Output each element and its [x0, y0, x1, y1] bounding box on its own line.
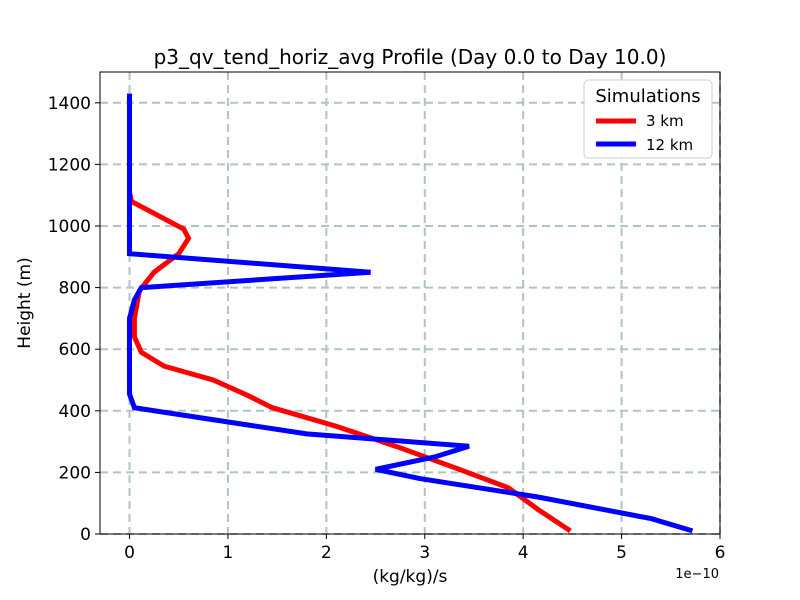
series-line-12km — [127, 93, 694, 534]
y-tick-label: 1400 — [48, 94, 91, 114]
legend-title: Simulations — [595, 86, 700, 107]
series-layer — [127, 93, 694, 534]
y-tick-label: 1200 — [48, 155, 91, 175]
y-tick-label: 600 — [59, 340, 91, 360]
x-tick-label: 1 — [223, 543, 234, 563]
x-tick-label: 4 — [518, 543, 529, 563]
x-tick-label: 3 — [419, 543, 430, 563]
x-axis-offset-label: 1e−10 — [675, 567, 719, 582]
x-tick-label: 2 — [321, 543, 332, 563]
chart-title: p3_qv_tend_horiz_avg Profile (Day 0.0 to… — [154, 45, 667, 69]
legend-label-12km: 12 km — [646, 136, 693, 154]
legend-box — [583, 79, 713, 159]
y-tick-label: 1000 — [48, 217, 91, 237]
axis-ticks: 0 1 2 3 4 5 6 0 200 400 600 800 1000 1200 1400 — [48, 94, 726, 563]
x-axis-label: (kg/kg)/s — [373, 567, 448, 587]
x-tick-label: 6 — [715, 543, 726, 563]
x-tick-label: 5 — [616, 543, 627, 563]
y-axis-label: Height (m) — [15, 257, 35, 348]
legend: Simulations 3 km 12 km — [583, 79, 713, 159]
series-line-3km — [127, 93, 572, 533]
y-tick-label: 400 — [59, 402, 91, 422]
y-tick-label: 800 — [59, 279, 91, 299]
y-tick-label: 0 — [80, 525, 91, 545]
y-tick-label: 200 — [59, 463, 91, 483]
legend-label-3km: 3 km — [646, 112, 684, 130]
x-tick-label: 0 — [124, 543, 135, 563]
plot-frame — [99, 71, 721, 535]
